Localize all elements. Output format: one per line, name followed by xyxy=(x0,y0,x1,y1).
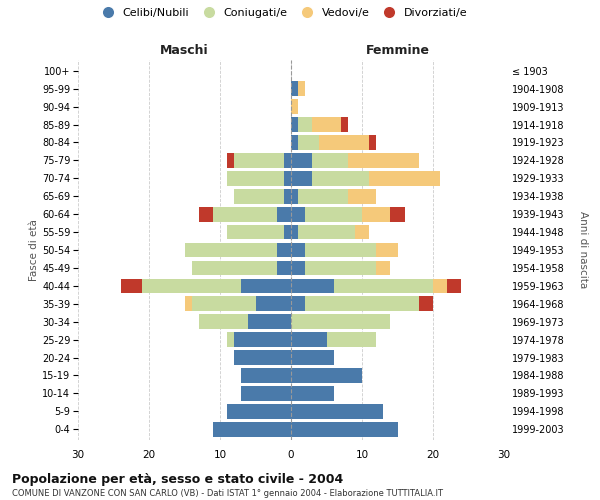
Text: Maschi: Maschi xyxy=(160,44,209,58)
Bar xyxy=(305,296,419,311)
Bar xyxy=(334,278,433,293)
Bar xyxy=(291,260,305,276)
Bar xyxy=(291,296,305,311)
Bar xyxy=(284,153,291,168)
Bar xyxy=(227,224,284,240)
Bar xyxy=(291,153,313,168)
Bar xyxy=(248,314,291,329)
Bar xyxy=(298,117,313,132)
Bar xyxy=(199,207,213,222)
Bar xyxy=(355,224,369,240)
Bar xyxy=(369,171,440,186)
Bar xyxy=(313,171,369,186)
Bar xyxy=(291,422,398,436)
Bar xyxy=(291,82,298,96)
Bar xyxy=(191,260,277,276)
Bar xyxy=(291,207,305,222)
Text: Popolazione per età, sesso e stato civile - 2004: Popolazione per età, sesso e stato civil… xyxy=(12,472,343,486)
Bar xyxy=(433,278,447,293)
Bar xyxy=(291,189,298,204)
Bar xyxy=(419,296,433,311)
Bar xyxy=(291,242,305,258)
Bar xyxy=(284,224,291,240)
Bar xyxy=(227,332,234,347)
Text: Femmine: Femmine xyxy=(365,44,430,58)
Bar xyxy=(291,332,326,347)
Bar xyxy=(305,207,362,222)
Bar xyxy=(185,296,191,311)
Bar xyxy=(277,242,291,258)
Bar xyxy=(291,350,334,365)
Bar xyxy=(313,117,341,132)
Bar xyxy=(291,100,298,114)
Bar xyxy=(326,332,376,347)
Bar xyxy=(391,207,404,222)
Bar xyxy=(298,135,319,150)
Bar xyxy=(234,189,284,204)
Bar xyxy=(227,404,291,418)
Y-axis label: Anni di nascita: Anni di nascita xyxy=(578,212,588,288)
Bar xyxy=(185,242,277,258)
Bar xyxy=(234,332,291,347)
Bar xyxy=(313,153,348,168)
Bar xyxy=(319,135,369,150)
Bar xyxy=(291,314,391,329)
Text: COMUNE DI VANZONE CON SAN CARLO (VB) - Dati ISTAT 1° gennaio 2004 - Elaborazione: COMUNE DI VANZONE CON SAN CARLO (VB) - D… xyxy=(12,489,443,498)
Bar xyxy=(284,189,291,204)
Bar xyxy=(291,171,313,186)
Bar xyxy=(256,296,291,311)
Bar xyxy=(305,242,376,258)
Bar xyxy=(142,278,241,293)
Bar xyxy=(376,242,398,258)
Bar xyxy=(213,422,291,436)
Bar xyxy=(241,368,291,383)
Bar xyxy=(199,314,248,329)
Bar xyxy=(298,189,348,204)
Bar xyxy=(191,296,256,311)
Bar xyxy=(227,171,284,186)
Bar xyxy=(348,153,419,168)
Bar xyxy=(277,260,291,276)
Bar xyxy=(241,278,291,293)
Bar xyxy=(234,153,284,168)
Bar xyxy=(121,278,142,293)
Bar xyxy=(277,207,291,222)
Bar xyxy=(234,350,291,365)
Bar xyxy=(376,260,391,276)
Bar xyxy=(213,207,277,222)
Bar xyxy=(291,368,362,383)
Bar xyxy=(227,153,234,168)
Bar xyxy=(341,117,348,132)
Bar xyxy=(348,189,376,204)
Bar xyxy=(305,260,376,276)
Bar xyxy=(298,82,305,96)
Bar xyxy=(291,224,298,240)
Bar xyxy=(241,386,291,400)
Bar xyxy=(362,207,391,222)
Bar xyxy=(447,278,461,293)
Bar xyxy=(291,278,334,293)
Bar xyxy=(291,404,383,418)
Y-axis label: Fasce di età: Fasce di età xyxy=(29,219,39,281)
Bar xyxy=(291,117,298,132)
Bar xyxy=(291,135,298,150)
Legend: Celibi/Nubili, Coniugati/e, Vedovi/e, Divorziati/e: Celibi/Nubili, Coniugati/e, Vedovi/e, Di… xyxy=(94,6,470,20)
Bar xyxy=(369,135,376,150)
Bar xyxy=(291,386,334,400)
Bar xyxy=(284,171,291,186)
Bar xyxy=(298,224,355,240)
